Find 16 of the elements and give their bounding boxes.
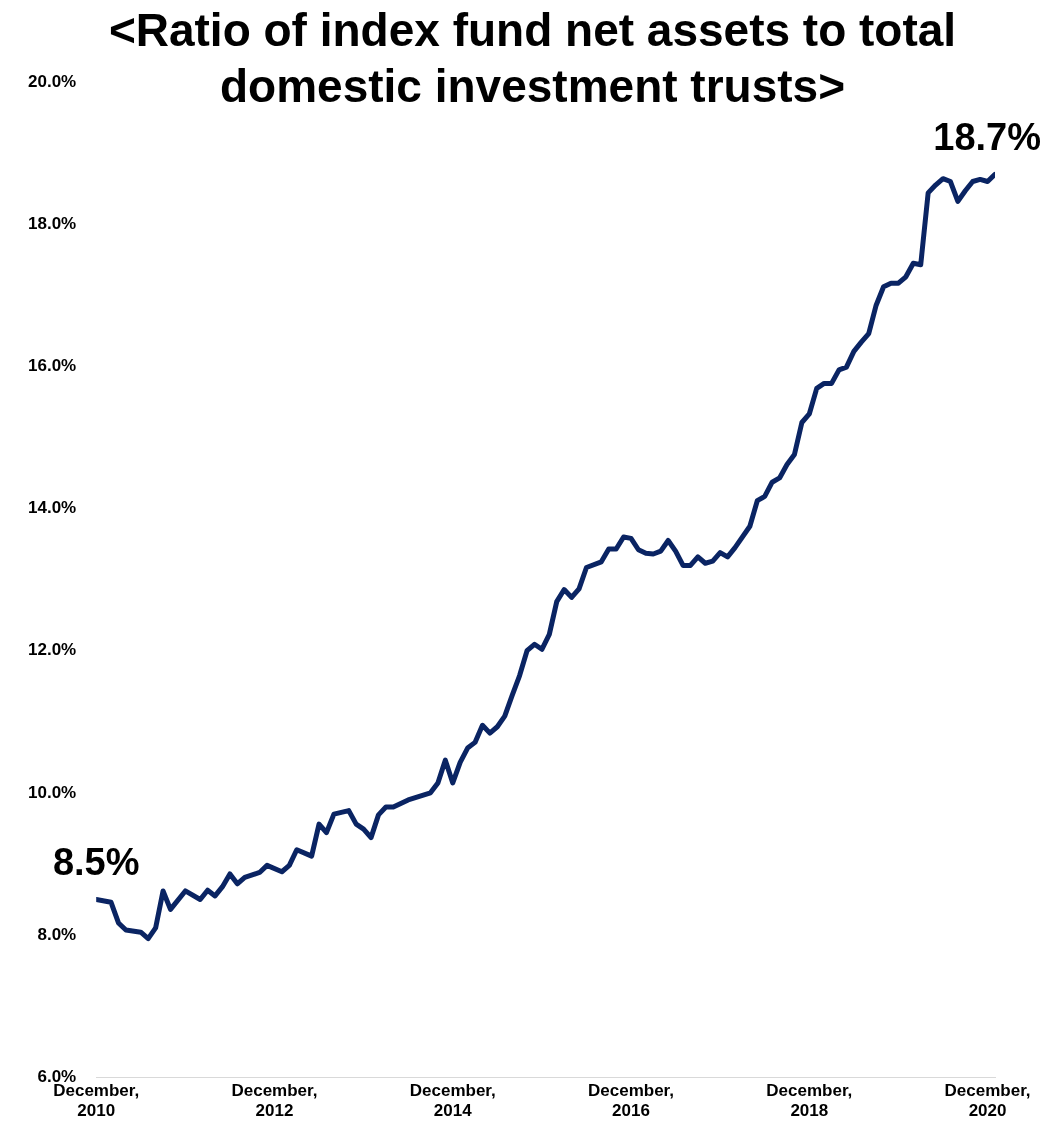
y-tick-label: 12.0%	[28, 640, 77, 660]
x-tick-label: December, 2014	[409, 1081, 496, 1121]
x-tick-label: December, 2012	[231, 1081, 318, 1121]
x-tick-label: December, 2010	[53, 1081, 140, 1121]
annotation: 8.5%	[52, 841, 140, 884]
x-tick-label: December, 2016	[588, 1081, 675, 1121]
x-tick-label: December, 2020	[944, 1081, 1031, 1121]
y-tick-label: 20.0%	[28, 71, 77, 91]
annotation: 18.7%	[933, 116, 1041, 159]
y-tick-label: 18.0%	[28, 213, 77, 233]
y-tick-label: 16.0%	[28, 356, 77, 376]
chart-title: <Ratio of index fund net assets to total domestic investment trusts>	[108, 4, 957, 112]
x-tick-label: December, 2018	[766, 1081, 853, 1121]
y-tick-label: 10.0%	[28, 782, 77, 802]
y-tick-label: 14.0%	[28, 498, 77, 518]
y-tick-label: 8.0%	[37, 924, 77, 944]
